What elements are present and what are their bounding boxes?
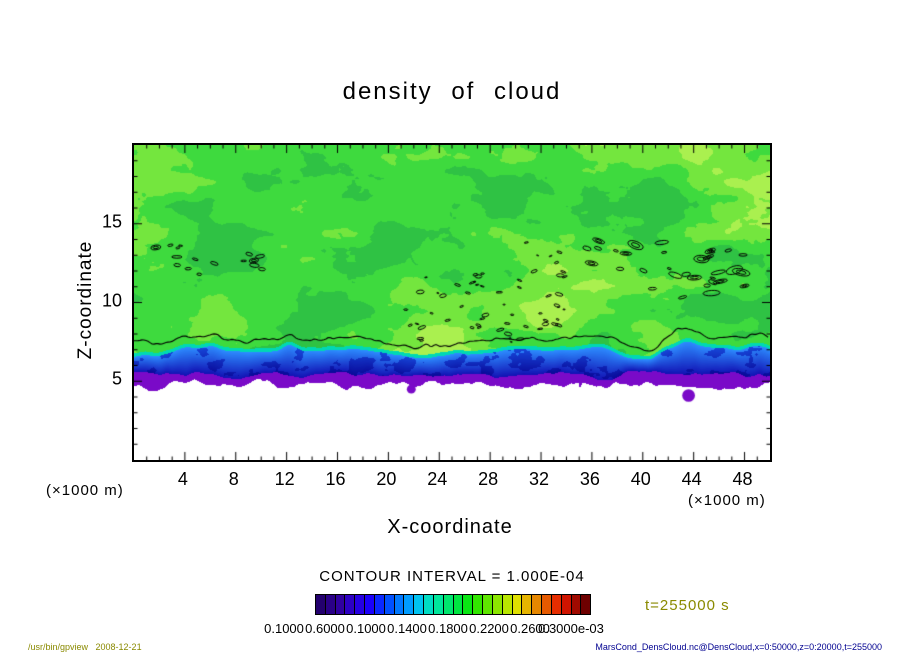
colorbar-tick-label: 0.2200 <box>469 621 509 636</box>
colorbar-tick-label: 0.3000e-03 <box>538 621 604 636</box>
colorbar-tick-label: 0.1800 <box>428 621 468 636</box>
colorbar-segment <box>542 595 552 614</box>
colorbar-segment <box>414 595 425 614</box>
x-tick-label: 28 <box>478 469 499 489</box>
dataset-footer: MarsCond_DensCloud.nc@DensCloud,x=0:5000… <box>595 642 882 652</box>
colorbar-segment <box>424 595 434 614</box>
colorbar-segment <box>532 595 543 614</box>
x-axis-tick-labels: 4 8 12 16 20 24 28 32 36 40 44 48 <box>0 469 904 489</box>
colorbar-segment <box>433 595 444 614</box>
colorbar-segment <box>483 595 493 614</box>
x-tick-label: 16 <box>325 469 346 489</box>
colorbar-segment <box>522 595 533 614</box>
colorbar-segment <box>473 595 484 614</box>
time-label: t=255000 s <box>645 597 730 614</box>
z-tick-label: 15 <box>101 211 122 232</box>
colorbar-segment <box>345 595 356 614</box>
colorbar-segment <box>335 595 346 614</box>
density-field-canvas <box>134 145 770 460</box>
x-axis-scale-note: (×1000 m) <box>688 492 766 509</box>
colorbar-tick-label: 0.1400 <box>387 621 427 636</box>
colorbar <box>315 594 591 615</box>
x-tick-label: 12 <box>274 469 295 489</box>
colorbar-segment <box>453 595 464 614</box>
colorbar-segment <box>561 595 572 614</box>
colorbar-segment <box>463 595 474 614</box>
colorbar-tick-label: 0.2600 <box>510 621 550 636</box>
colorbar-segment <box>581 595 591 614</box>
colorbar-segment <box>404 595 415 614</box>
colorbar-segment <box>365 595 375 614</box>
z-axis-label: Z-coordinate <box>75 240 96 360</box>
colorbar-segment <box>355 595 366 614</box>
colorbar-segment <box>502 595 513 614</box>
x-tick-label: 8 <box>228 469 239 489</box>
colorbar-tick-label: 0.1000 <box>346 621 386 636</box>
z-axis-scale-note: (×1000 m) <box>46 482 124 499</box>
colorbar-segment <box>512 595 523 614</box>
colorbar-segment <box>384 595 395 614</box>
plot-title: density of cloud <box>342 78 562 105</box>
x-tick-label: 24 <box>427 469 448 489</box>
colorbar-segment <box>571 595 582 614</box>
colorbar-segment <box>394 595 405 614</box>
x-axis-label: X-coordinate <box>387 516 513 538</box>
x-tick-label: 40 <box>630 469 651 489</box>
colorbar-segment <box>492 595 503 614</box>
plot-area <box>132 143 772 462</box>
colorbar-segment <box>551 595 562 614</box>
colorbar-segment <box>443 595 454 614</box>
x-tick-label: 44 <box>681 469 702 489</box>
x-tick-label: 32 <box>529 469 550 489</box>
colorbar-segment <box>374 595 385 614</box>
x-tick-label: 48 <box>732 469 753 489</box>
colorbar-tick-label: 0.6000 <box>305 621 345 636</box>
colorbar-segment <box>316 595 326 614</box>
x-tick-label: 20 <box>376 469 397 489</box>
z-tick-label: 5 <box>111 368 122 389</box>
x-tick-label: 4 <box>177 469 188 489</box>
command-footer: /usr/bin/gpview 2008-12-21 <box>28 642 142 652</box>
x-tick-label: 36 <box>579 469 600 489</box>
colorbar-segment <box>325 595 336 614</box>
contour-interval-note: CONTOUR INTERVAL = 1.000E-04 <box>319 568 585 585</box>
colorbar-tick-label: 0.1000 <box>264 621 304 636</box>
z-tick-label: 10 <box>101 290 122 310</box>
colorbar-labels: 0.1000 0.6000 0.1000 0.1400 0.1800 0.2200 0.26… <box>0 621 904 637</box>
